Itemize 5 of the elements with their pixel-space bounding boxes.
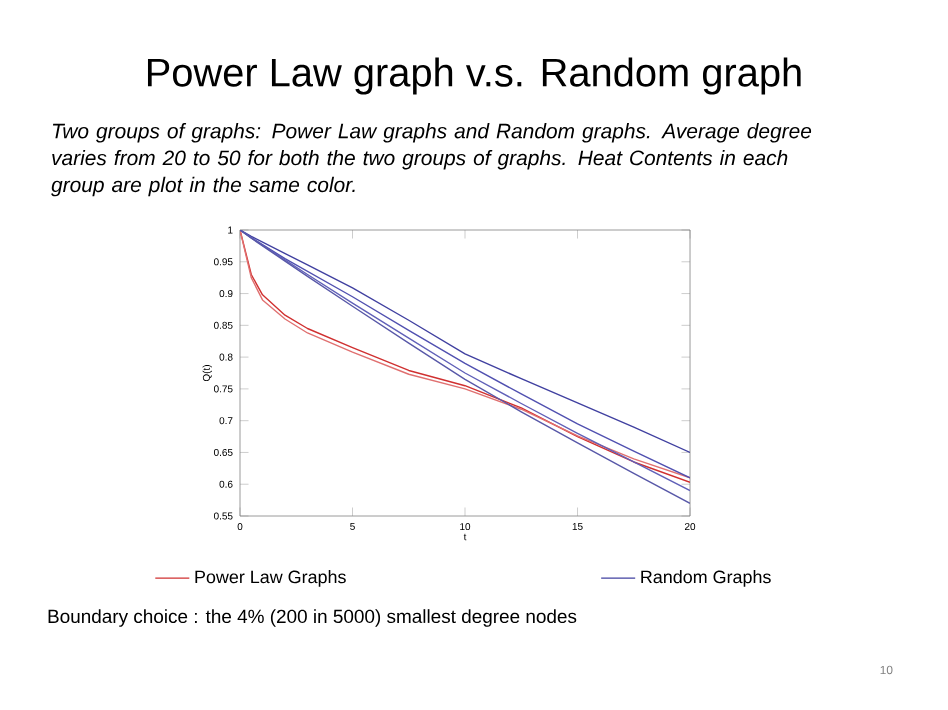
text: Boundary choice : the 4% (200 in 5000) smallest degree nodes (48, 609, 577, 627)
legend-label: Random Graphs (641, 570, 771, 587)
chart-subtitle: Two groups of graphs: Power Law graphs and Random graphs. Average degree varies from 20 to 50 for both the two groups of graphs. Heat Contents in each group are plot in the same color. (51, 123, 812, 197)
chart-title: Power Law graph v.s. Random graph (147, 57, 801, 95)
legend-label: Power Law Graphs (195, 570, 346, 587)
